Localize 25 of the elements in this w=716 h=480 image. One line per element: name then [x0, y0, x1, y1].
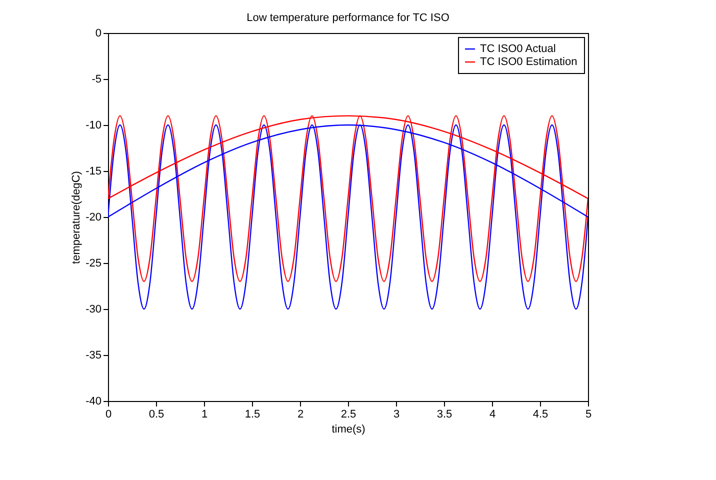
x-tick-label: 5 — [585, 408, 592, 420]
y-tick-label: -40 — [86, 396, 102, 408]
chart-title: Low temperature performance for TC ISO — [246, 12, 450, 24]
legend-label: TC ISO0 Actual — [480, 43, 556, 55]
x-tick-label: 3.5 — [436, 408, 452, 420]
x-tick-label: 2.5 — [340, 408, 356, 420]
y-tick-label: -10 — [86, 120, 102, 132]
x-tick-label: 3 — [393, 408, 400, 420]
y-tick-label: -15 — [86, 166, 102, 178]
x-tick-label: 4 — [489, 408, 496, 420]
x-tick-label: 1.5 — [244, 408, 260, 420]
y-tick-label: -25 — [86, 258, 102, 270]
x-tick-label: 0 — [105, 408, 112, 420]
x-tick-label: 2 — [297, 408, 304, 420]
x-axis-title: time(s) — [332, 424, 366, 436]
y-tick-label: 0 — [95, 28, 102, 40]
y-tick-label: -30 — [86, 304, 102, 316]
x-tick-label: 0.5 — [148, 408, 164, 420]
y-axis-title: temperature(degC) — [70, 171, 83, 264]
y-tick-label: -20 — [86, 212, 102, 224]
x-tick-label: 4.5 — [532, 408, 548, 420]
legend-label: TC ISO0 Estimation — [480, 56, 578, 68]
x-tick-label: 1 — [201, 408, 208, 420]
y-tick-label: -5 — [92, 74, 102, 86]
y-tick-label: -35 — [86, 350, 102, 362]
